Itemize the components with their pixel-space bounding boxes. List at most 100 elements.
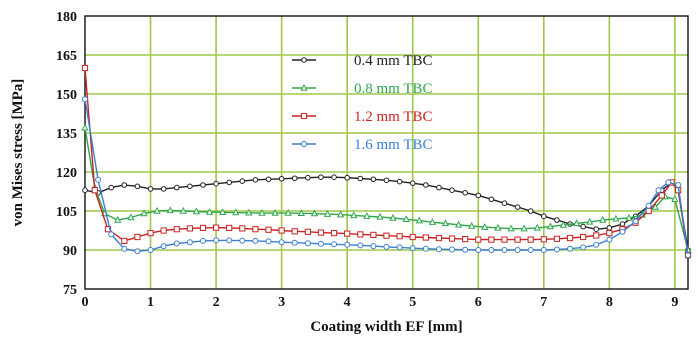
x-tick-label: 1 [147, 295, 154, 310]
data-point [265, 238, 272, 245]
data-point [566, 234, 574, 242]
data-point [665, 179, 672, 186]
series-2 [81, 123, 692, 253]
data-point [82, 96, 88, 103]
data-point [593, 226, 600, 232]
data-point [441, 219, 450, 227]
data-point [252, 237, 259, 244]
x-tick-label: 0 [82, 295, 89, 310]
data-point [199, 224, 207, 232]
y-tick-label: 105 [56, 205, 77, 220]
data-point [187, 183, 193, 190]
data-point [593, 232, 600, 239]
data-point [350, 211, 358, 219]
legend-label: 0.4 mm TBC [354, 53, 433, 69]
data-point [422, 234, 429, 241]
data-point [336, 210, 345, 218]
data-point [317, 240, 324, 247]
data-point [383, 177, 390, 184]
data-point [501, 236, 508, 243]
x-tick-label: 4 [344, 295, 351, 310]
x-axis-label: Coating width EF [mm] [310, 319, 462, 335]
data-point [252, 177, 259, 183]
data-point [494, 223, 502, 231]
data-point [488, 247, 495, 253]
data-point [606, 230, 613, 237]
data-point [134, 233, 141, 241]
legend-item: 1.6 mm TBC [292, 137, 433, 153]
data-point [140, 209, 148, 217]
data-point [449, 187, 455, 193]
data-point [310, 209, 319, 217]
data-point [593, 241, 600, 248]
x-tick-label: 2 [213, 295, 220, 310]
data-point [300, 83, 308, 91]
data-point [284, 209, 292, 216]
data-point [344, 241, 351, 248]
data-point [449, 246, 456, 253]
data-point [370, 231, 377, 239]
data-point [462, 190, 468, 196]
data-point [239, 178, 246, 184]
data-point [147, 230, 154, 237]
data-point [423, 182, 429, 188]
data-point [108, 184, 115, 191]
data-point [553, 246, 560, 253]
data-point [533, 223, 541, 231]
y-tick-label: 180 [56, 10, 77, 25]
data-point [685, 252, 691, 259]
data-point [612, 214, 620, 222]
data-point [291, 228, 298, 235]
data-point [318, 174, 324, 180]
legend: 0.4 mm TBC 0.8 mm TBC 1.2 mm TBC 1.6 mm TBC [292, 53, 433, 153]
data-point [186, 239, 193, 246]
data-point [675, 182, 682, 188]
data-point [567, 245, 574, 252]
data-point [147, 247, 154, 253]
data-point [278, 227, 285, 234]
y-tick-label: 150 [56, 88, 77, 103]
data-point [245, 208, 253, 216]
data-point [389, 213, 397, 221]
data-point [462, 235, 469, 243]
data-point [153, 206, 161, 214]
data-point [501, 200, 508, 206]
y-tick-label: 120 [56, 166, 77, 181]
data-point [655, 187, 662, 194]
data-point [278, 175, 285, 182]
legend-label: 0.8 mm TBC [354, 81, 433, 97]
data-point [546, 222, 554, 230]
data-point [415, 216, 423, 224]
data-point [448, 235, 456, 242]
data-point [527, 236, 534, 243]
data-point [134, 183, 141, 190]
data-point [541, 213, 547, 219]
data-point [376, 212, 384, 220]
data-point [580, 233, 587, 241]
series-3 [81, 64, 692, 259]
data-point [422, 245, 429, 252]
data-point [212, 224, 220, 231]
x-axis-ticks: 0 1 2 3 4 5 6 7 8 9 [82, 295, 679, 310]
data-point [186, 225, 193, 232]
data-point [488, 196, 495, 203]
series-group [81, 64, 692, 259]
data-point [278, 239, 285, 246]
data-point [344, 230, 351, 237]
x-tick-label: 9 [671, 295, 678, 310]
series-4 [82, 96, 691, 259]
data-point [82, 187, 88, 193]
data-point [81, 64, 89, 72]
data-point [160, 243, 167, 250]
data-point [357, 175, 364, 182]
data-point [370, 176, 377, 183]
data-point [300, 112, 308, 120]
data-point [527, 208, 534, 214]
data-point [645, 207, 652, 215]
data-point [527, 247, 534, 253]
data-point [396, 233, 403, 240]
data-point [323, 210, 332, 217]
data-point [572, 219, 581, 227]
data-point [606, 225, 613, 231]
